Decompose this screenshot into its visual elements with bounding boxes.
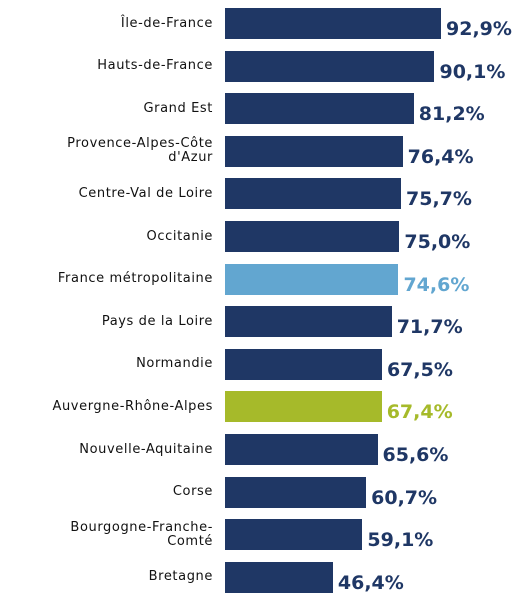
value-label: 71,7% bbox=[396, 316, 463, 339]
value-label: 92,9% bbox=[446, 18, 512, 40]
value-label: 67,5% bbox=[386, 358, 453, 381]
value-label: 81,2% bbox=[418, 103, 485, 126]
category-label: Nouvelle-Aquitaine bbox=[0, 434, 213, 465]
bar bbox=[225, 476, 367, 508]
category-label: Hauts-de-France bbox=[0, 51, 213, 82]
bar bbox=[225, 178, 401, 210]
value-label: 60,7% bbox=[371, 486, 438, 509]
category-label: Bourgogne-Franche-Comté bbox=[0, 519, 213, 550]
category-text: Centre-Val de Loire bbox=[78, 185, 213, 201]
category-text: Bretagne bbox=[148, 569, 213, 585]
category-text: Provence-Alpes-Côte d'Azur bbox=[67, 136, 213, 166]
category-label: Corse bbox=[0, 477, 213, 508]
value-label: 74,6% bbox=[403, 273, 470, 296]
value-label: 46,4% bbox=[337, 571, 404, 594]
bar bbox=[225, 50, 435, 82]
category-text: Grand Est bbox=[143, 100, 213, 116]
category-text: Hauts-de-France bbox=[97, 58, 213, 74]
category-label: Provence-Alpes-Côte d'Azur bbox=[0, 136, 213, 167]
category-label: Normandie bbox=[0, 349, 213, 380]
category-text: Nouvelle-Aquitaine bbox=[79, 441, 213, 457]
value-label: 90,1% bbox=[439, 60, 506, 83]
bar bbox=[225, 8, 441, 39]
category-text: Pays de la Loire bbox=[101, 313, 213, 329]
bar bbox=[225, 434, 378, 465]
category-label: Occitanie bbox=[0, 221, 213, 252]
category-label: Bretagne bbox=[0, 562, 213, 593]
bar bbox=[225, 306, 392, 338]
category-label: Île-de-France bbox=[0, 8, 213, 39]
value-label: 59,1% bbox=[367, 529, 434, 552]
value-label: 75,7% bbox=[406, 188, 472, 211]
category-text: Normandie bbox=[136, 356, 213, 372]
category-label: Pays de la Loire bbox=[0, 306, 213, 337]
category-label: Grand Est bbox=[0, 93, 213, 124]
category-text: France métropolitaine bbox=[57, 271, 213, 287]
value-label: 76,4% bbox=[407, 145, 474, 168]
category-label: Centre-Val de Loire bbox=[0, 178, 213, 209]
bar bbox=[225, 263, 399, 295]
bar bbox=[225, 93, 414, 125]
bar bbox=[225, 519, 363, 551]
value-label: 65,6% bbox=[382, 444, 449, 466]
category-label: Auvergne-Rhône-Alpes bbox=[0, 391, 213, 422]
category-text: Bourgogne-Franche-Comté bbox=[70, 519, 213, 549]
category-text: Île-de-France bbox=[120, 15, 213, 31]
category-label: France métropolitaine bbox=[0, 264, 213, 295]
bar bbox=[225, 391, 382, 423]
category-text: Corse bbox=[172, 484, 213, 500]
bar bbox=[225, 221, 400, 252]
category-text: Auvergne-Rhône-Alpes bbox=[52, 398, 213, 414]
value-label: 75,0% bbox=[404, 231, 471, 253]
bar bbox=[225, 348, 382, 380]
bar bbox=[225, 561, 333, 593]
value-label: 67,4% bbox=[386, 401, 453, 424]
category-text: Occitanie bbox=[146, 228, 213, 244]
bar bbox=[225, 135, 403, 167]
